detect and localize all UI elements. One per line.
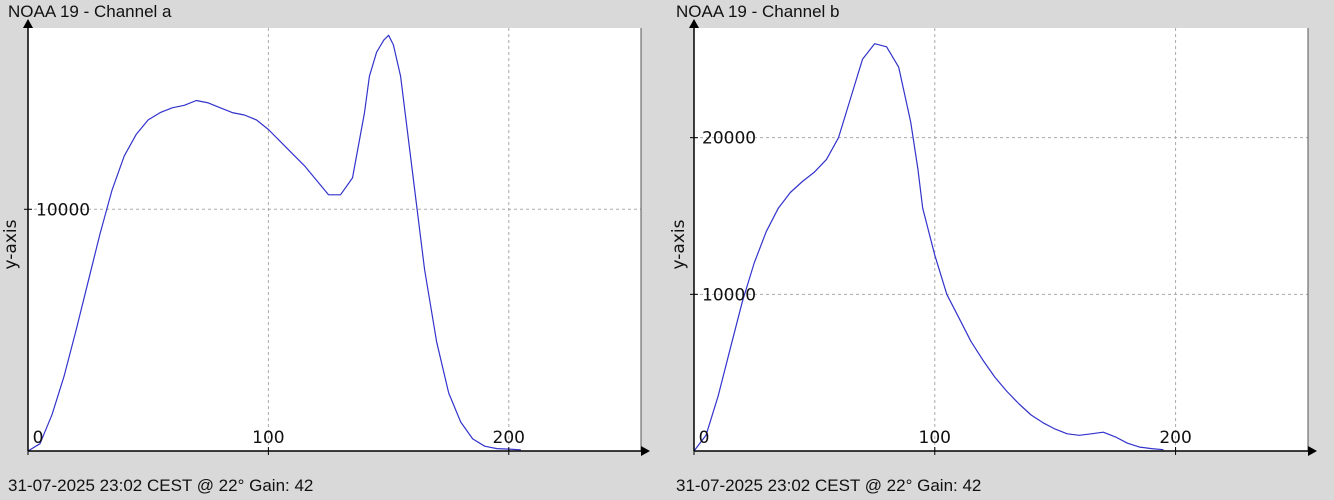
- chart-a-series-line: [27, 34, 521, 452]
- chart-a-title: NOAA 19 - Channel a: [8, 2, 172, 21]
- chart-b-y-tick-label: 10000: [702, 285, 756, 305]
- chart-b-footer: 31-07-2025 23:02 CEST @ 22° Gain: 42: [676, 476, 982, 495]
- chart-b-x-axis-arrow: [1308, 446, 1317, 456]
- chart-a-plot-area: [28, 28, 641, 451]
- chart-a-y-axis-arrow: [23, 19, 33, 28]
- chart-a-x-tick-label: 0: [33, 428, 44, 448]
- chart-a-x-tick-label: 200: [493, 428, 525, 448]
- chart-a-x-tick-label: 100: [252, 428, 284, 448]
- chart-b-x-tick-label: 0: [699, 428, 710, 448]
- chart-a-y-axis-label: y-axis: [1, 219, 21, 269]
- chart-a-x-axis-arrow: [641, 446, 650, 456]
- chart-b-y-tick-label: 20000: [702, 129, 756, 149]
- chart-a-y-tick-label: 10000: [36, 200, 90, 220]
- chart-b-x-tick-label: 100: [919, 428, 951, 448]
- chart-a-footer: 31-07-2025 23:02 CEST @ 22° Gain: 42: [8, 476, 314, 495]
- chart-b-title: NOAA 19 - Channel b: [676, 2, 840, 21]
- chart-b-x-tick-label: 200: [1159, 428, 1191, 448]
- chart-b-y-axis-label: y-axis: [669, 219, 689, 269]
- chart-b-series-line: [693, 43, 1164, 452]
- chart-b-plot-area: [694, 28, 1308, 451]
- chart-b-y-axis-arrow: [689, 19, 699, 28]
